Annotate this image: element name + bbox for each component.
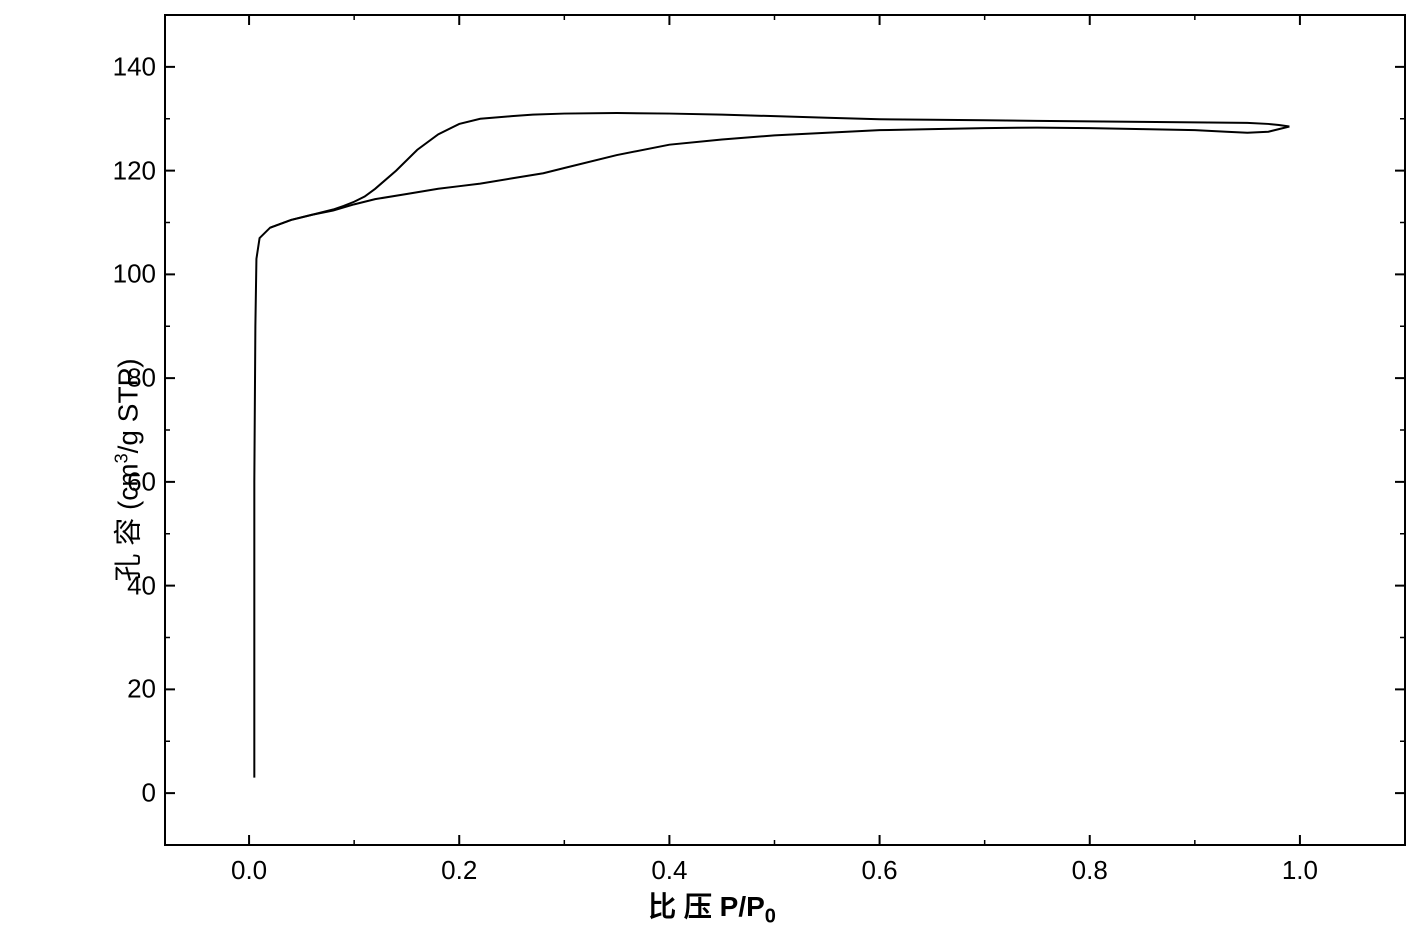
y-tick-label: 120 [113,155,156,186]
x-tick-label: 0.0 [231,855,267,886]
y-tick-label: 0 [142,778,156,809]
y-tick-label: 140 [113,51,156,82]
x-tick-label: 1.0 [1282,855,1318,886]
y-tick-label: 100 [113,259,156,290]
y-tick-label: 40 [127,570,156,601]
y-tick-label: 60 [127,466,156,497]
isotherm-chart: 孔 容 (cm3/g STP) 比 压 P/P0 020406080100120… [0,0,1424,939]
chart-svg [0,0,1424,939]
x-tick-label: 0.6 [861,855,897,886]
adsorption-curve [254,127,1289,778]
y-tick-label: 20 [127,674,156,705]
x-tick-label: 0.8 [1072,855,1108,886]
y-tick-label: 80 [127,363,156,394]
x-tick-label: 0.2 [441,855,477,886]
x-tick-label: 0.4 [651,855,687,886]
desorption-curve [270,113,1289,228]
